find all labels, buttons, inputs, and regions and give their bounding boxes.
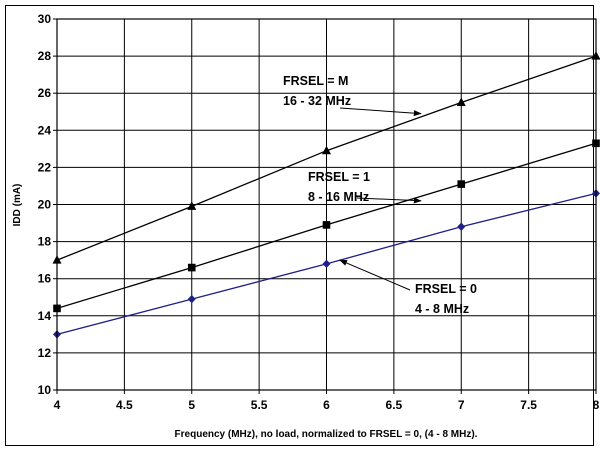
triangle-marker	[322, 145, 331, 155]
annotation-label-3: 4 - 8 MHz	[415, 302, 469, 316]
triangle-marker	[456, 97, 466, 106]
square-marker	[457, 180, 466, 188]
y-tick-label: 14	[38, 309, 52, 323]
y-tick-label: 10	[38, 383, 52, 397]
x-axis-title: Frequency (MHz), no load, normalized to …	[175, 429, 478, 440]
square-marker	[187, 263, 196, 272]
y-tick-label: 16	[38, 272, 52, 286]
x-tick-label: 4.5	[116, 398, 133, 412]
y-tick-label: 26	[38, 86, 52, 100]
annotations: FRSEL = M 16 - 32 MHz FRSEL = 1 8 - 16 MHz F…	[283, 74, 477, 316]
annotation-arrow-2	[356, 197, 422, 204]
annotation-arrow-3	[339, 259, 411, 291]
series-layer	[52, 51, 600, 339]
square-marker	[322, 221, 331, 229]
triangle-marker	[187, 201, 197, 210]
x-tick-label: 7.5	[520, 398, 537, 412]
x-tick-label: 5.5	[251, 398, 268, 412]
annotation-arrow-1	[339, 107, 422, 117]
x-tick-label: 6.5	[386, 398, 403, 412]
annotation-label-2: 8 - 16 MHz	[308, 190, 369, 204]
chart-frame	[5, 5, 594, 446]
y-tick-label: 20	[38, 198, 52, 212]
y-tick-label: 28	[38, 49, 52, 63]
y-axis-title: IDD (mA)	[12, 184, 23, 227]
y-tick-label: 24	[38, 123, 52, 137]
annotation-label-2: FRSEL = 1	[308, 170, 370, 184]
plot-area-border	[56, 18, 597, 391]
x-tick-label: 5	[188, 398, 195, 412]
x-tick-label: 8	[593, 398, 600, 412]
annotation-label-1: FRSEL = M	[283, 74, 348, 88]
y-tick-label: 30	[38, 12, 52, 26]
x-tick-label: 6	[323, 398, 330, 412]
annotation-label-3: FRSEL = 0	[415, 282, 477, 296]
y-tick-label: 22	[38, 160, 52, 174]
y-tick-label: 12	[38, 346, 52, 360]
x-tick-label: 7	[458, 398, 465, 412]
axes: 4 4.5 5 5.5 6 6.5 7 7.5 8 10 12 14 16 18 20 22 24 26 28 30	[38, 12, 600, 412]
diamond-marker	[187, 294, 196, 304]
y-tick-label: 18	[38, 235, 52, 249]
annotation-label-1: 16 - 32 MHz	[283, 94, 351, 108]
diamond-marker	[457, 222, 466, 231]
x-tick-label: 4	[54, 398, 61, 412]
diamond-marker	[322, 259, 331, 269]
